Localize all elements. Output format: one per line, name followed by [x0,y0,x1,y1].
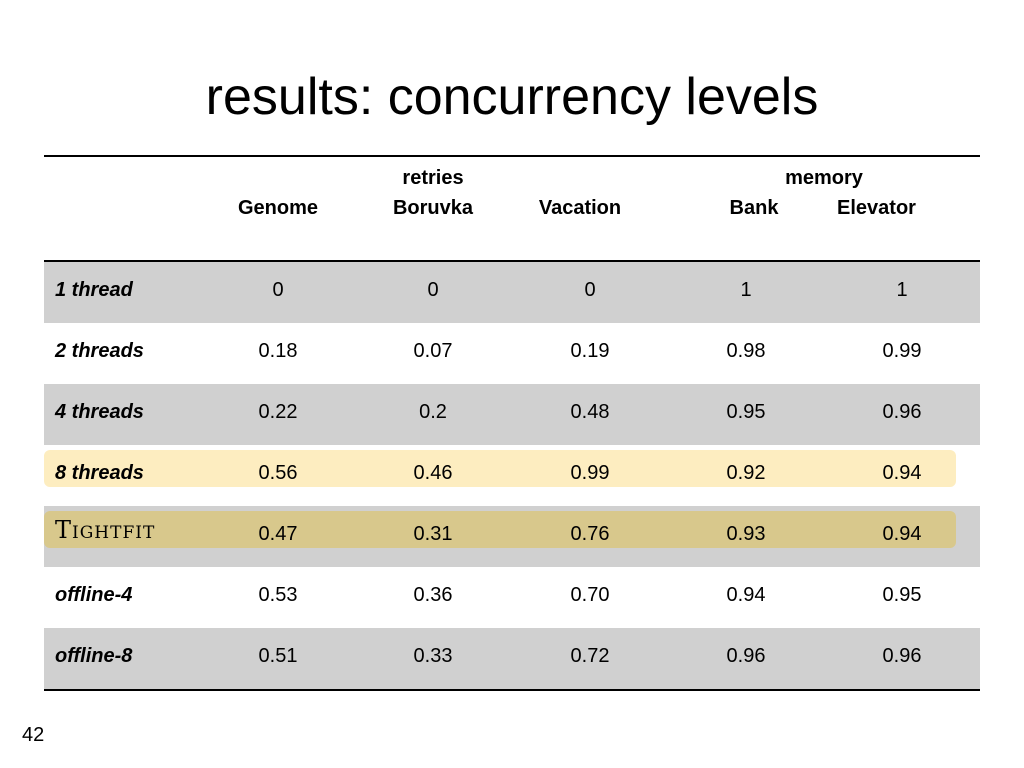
table-row: 4 threads 0.22 0.2 0.48 0.95 0.96 [44,384,980,445]
table-cell: 1 [740,279,752,301]
table-cell: 0.19 [570,340,610,362]
column-header-bank: Bank [729,197,779,219]
table-cell: 0.56 [258,462,298,484]
table-row: 2 threads 0.18 0.07 0.19 0.98 0.99 [44,323,980,384]
group-header-memory: memory [785,167,863,189]
table-cell: 0.96 [882,401,922,423]
table-cell: 0.53 [258,584,298,606]
table-cell: 0.98 [726,340,766,362]
table-row: offline-8 0.51 0.33 0.72 0.96 0.96 [44,628,980,689]
row-label: 4 threads [55,401,144,423]
table-cell: 0.2 [419,401,447,423]
row-label: offline-4 [55,584,133,606]
table-cell: 0 [272,279,284,301]
column-header-genome: Genome [237,197,319,219]
table-cell: 0.51 [258,645,298,667]
table-cell: 0.07 [413,340,453,362]
column-header-elevator: Elevator [837,197,916,219]
table-cell: 0.48 [570,401,610,423]
highlight-8-threads [44,450,956,487]
table-top-rule [44,155,980,157]
table-row: Tightfit 0.47 0.31 0.76 0.93 0.94 [44,506,980,567]
table-cell: 0.47 [258,523,298,545]
highlight-tightfit [44,511,956,548]
table-row: offline-4 0.53 0.36 0.70 0.94 0.95 [44,567,980,628]
table-cell: 0.95 [726,401,766,423]
table-cell: 0.94 [882,462,922,484]
table-cell: 0.76 [570,523,610,545]
table-cell: 0.31 [413,523,453,545]
group-header-retries: retries [402,167,464,189]
table-cell: 0.96 [882,645,922,667]
table-cell: 0.95 [882,584,922,606]
table-cell: 0.70 [570,584,610,606]
table-cell: 0.72 [570,645,610,667]
row-label: 8 threads [55,462,144,484]
row-label: 2 threads [55,340,144,362]
table-cell: 0.22 [258,401,298,423]
table-cell: 0.99 [570,462,610,484]
table-row: 1 thread 0 0 0 1 1 [44,262,980,323]
table-bottom-rule [44,689,980,691]
row-label: Tightfit [55,516,156,544]
column-header-boruvka: Boruvka [392,197,474,219]
table-cell: 0.36 [413,584,453,606]
column-header-vacation: Vacation [538,197,622,219]
table-cell: 0 [584,279,596,301]
table-cell: 0.33 [413,645,453,667]
table-cell: 0.94 [882,523,922,545]
table-row-8-threads-text: 8 threads 0.56 0.46 0.99 0.92 0.94 [44,445,980,506]
table-header-rule [44,260,980,262]
page-number: 42 [22,724,45,746]
row-label: 1 thread [55,279,133,301]
row-label: offline-8 [55,645,133,667]
table-cell: 1 [896,279,908,301]
table-cell: 0.99 [882,340,922,362]
table-cell: 0.92 [726,462,766,484]
table-cell: 0.94 [726,584,766,606]
slide-title: results: concurrency levels [205,68,819,126]
table-cell: 0.93 [726,523,766,545]
table-cell: 0.96 [726,645,766,667]
table-cell: 0.46 [413,462,453,484]
table-cell: 0 [427,279,439,301]
table-cell: 0.18 [258,340,298,362]
